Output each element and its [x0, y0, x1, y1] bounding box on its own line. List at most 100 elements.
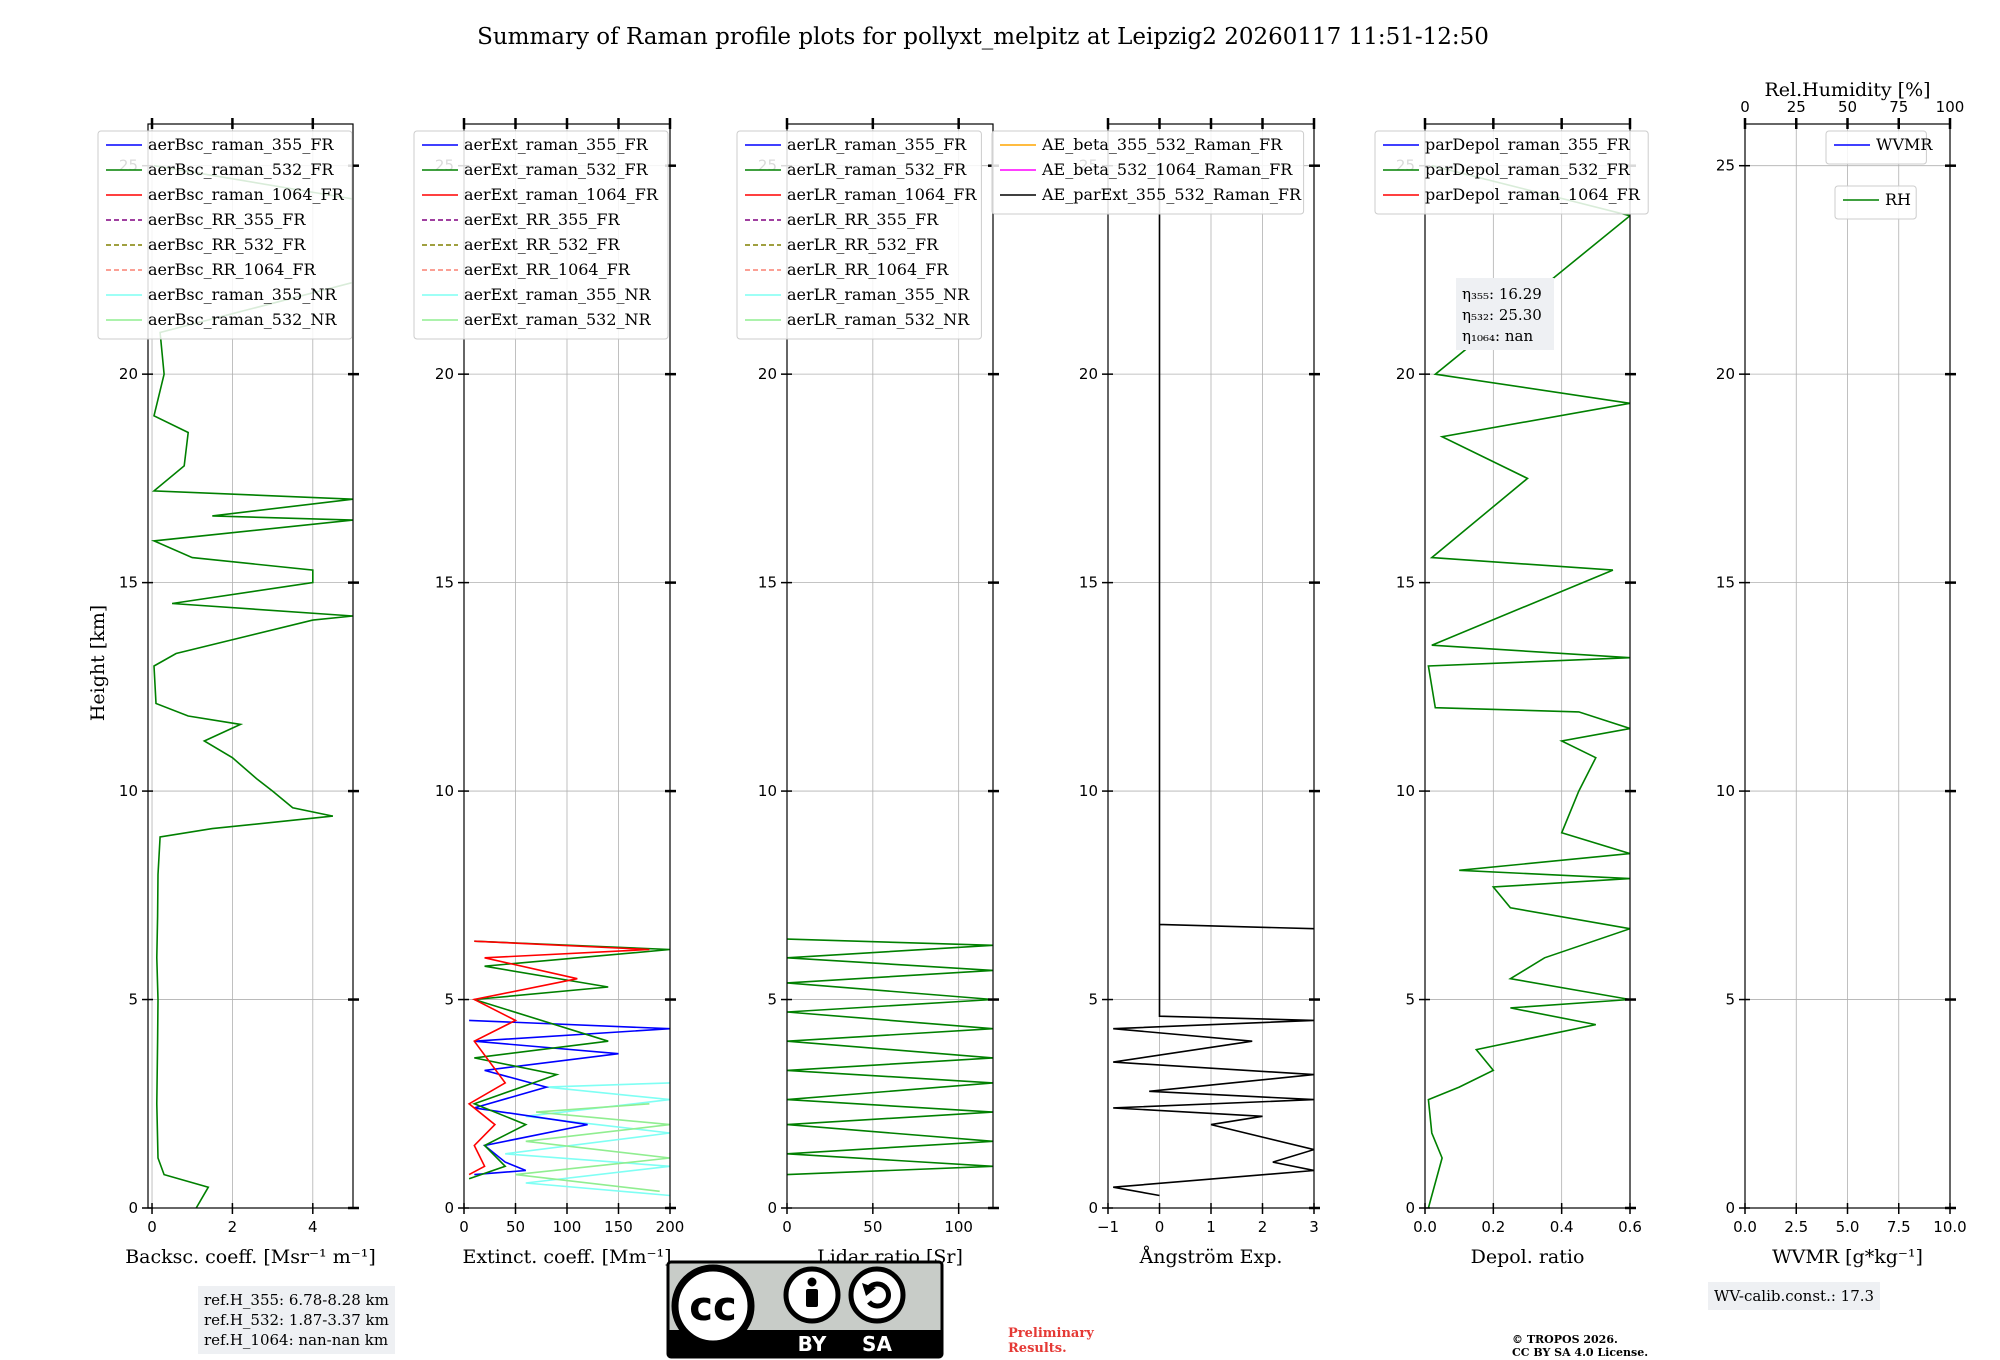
- x-tick-label: 2.5: [1784, 1218, 1808, 1236]
- y-tick-label: 5: [444, 991, 454, 1009]
- y-tick-label: 10: [758, 782, 777, 800]
- series-line-aerExt_raman_532_FR: [468, 940, 670, 1180]
- legend-rh: RH: [1834, 185, 1917, 220]
- legend-entry: AE_beta_532_1064_Raman_FR: [1041, 160, 1293, 179]
- legend-entry: aerLR_raman_532_NR: [787, 310, 970, 329]
- panel-1: 0510152025024Backsc. coeff. [Msr⁻¹ m⁻¹]a…: [97, 118, 376, 1268]
- legend: aerLR_raman_355_FR aerLR_raman_532_FR aerL…: [736, 130, 982, 340]
- y-axis-label: Height [km]: [87, 605, 109, 721]
- legend-entry: aerLR_raman_355_NR: [787, 285, 970, 304]
- legend-box: [1834, 185, 1917, 220]
- panel-2: 0510152025050100150200Extinct. coeff. [M…: [413, 118, 684, 1268]
- y-tick-label: 10: [1396, 782, 1415, 800]
- legend-entry: AE_parExt_355_532_Raman_FR: [1041, 185, 1302, 204]
- panel-6: 0 5 10 15 20 25 0.0 2.5 5.0 7.5 10.0 WVMR [g*kg⁻¹] 0…: [1716, 79, 1967, 1268]
- wv-calib-const: WV-calib.const.: 17.3: [1714, 1287, 1875, 1305]
- y-tick-label: 15: [1079, 574, 1098, 592]
- y-tick-label: 15: [758, 574, 777, 592]
- y-tick-label: 15: [119, 574, 138, 592]
- y-tick-label: 10: [1716, 782, 1735, 800]
- y-tick-label: 20: [119, 365, 138, 383]
- legend-entry: aerLR_RR_355_FR: [787, 210, 939, 229]
- legend-entry: aerBsc_raman_1064_FR: [148, 185, 345, 204]
- legend-box: [97, 130, 353, 340]
- legend-box: [1825, 130, 1927, 165]
- series-group: [787, 938, 993, 1176]
- legend-entry: RH: [1885, 190, 1911, 209]
- x2-tick-label: 50: [1838, 98, 1857, 116]
- legend-entry: aerBsc_RR_532_FR: [148, 235, 306, 254]
- legend-entry: aerExt_raman_532_FR: [464, 160, 649, 179]
- legend-entry: aerExt_RR_355_FR: [464, 210, 621, 229]
- y-tick-label: 10: [1079, 782, 1098, 800]
- legend: aerBsc_raman_355_FR aerBsc_raman_532_FRae…: [97, 130, 353, 340]
- y-tick-label: 20: [435, 365, 454, 383]
- ref-heights-box: ref.H_355: 6.78-8.28 km ref.H_532: 1.87-…: [198, 1286, 395, 1354]
- x-tick-label: 0.4: [1550, 1218, 1574, 1236]
- legend-entry: parDepol_raman_355_FR: [1425, 135, 1631, 154]
- legend-entry: aerExt_raman_532_NR: [464, 310, 652, 329]
- legend-entry: aerExt_raman_355_FR: [464, 135, 649, 154]
- series-group: [467, 940, 670, 1197]
- x-tick-label: 0.6: [1618, 1218, 1642, 1236]
- x-tick-label: 0.0: [1413, 1218, 1437, 1236]
- legend: aerExt_raman_355_FR aerExt_raman_532_FRae…: [413, 130, 669, 340]
- series-group: [150, 164, 353, 1208]
- x-axis-label: Backsc. coeff. [Msr⁻¹ m⁻¹]: [125, 1246, 376, 1268]
- legend: AE_beta_355_532_Raman_FR AE_beta_532_1064…: [991, 130, 1305, 215]
- x-axis-label: Extinct. coeff. [Mm⁻¹]: [462, 1246, 671, 1268]
- x-tick-label: 50: [506, 1218, 525, 1236]
- legend-box: [736, 130, 982, 340]
- x-tick-label: 0.0: [1733, 1218, 1757, 1236]
- y-tick-label: 5: [128, 991, 138, 1009]
- y-tick-label: 10: [119, 782, 138, 800]
- series-line-aerExt_raman_1064_FR: [467, 940, 650, 1176]
- legend-entry: aerBsc_raman_355_FR: [148, 135, 334, 154]
- y-tick-label: 25: [1716, 157, 1735, 175]
- cc-sa-label: SA: [862, 1332, 892, 1356]
- legend-entry: parDepol_raman_532_FR: [1425, 160, 1631, 179]
- legend-entry: aerBsc_raman_355_NR: [148, 285, 337, 304]
- y-tick-label: 0: [1405, 1199, 1415, 1217]
- y-tick-label: 20: [1716, 365, 1735, 383]
- legend-entry: aerLR_raman_532_FR: [787, 160, 967, 179]
- x-tick-label: 150: [604, 1218, 633, 1236]
- y-tick-label: 0: [1725, 1199, 1735, 1217]
- legend-entry: aerBsc_raman_532_NR: [148, 310, 337, 329]
- x-tick-label: 10.0: [1933, 1218, 1966, 1236]
- legend-box: [991, 130, 1305, 215]
- legend-entry: WVMR: [1876, 135, 1933, 154]
- x-tick-label: 100: [944, 1218, 973, 1236]
- preliminary-line-2: Results.: [1008, 1341, 1067, 1356]
- x-tick-label: 5.0: [1836, 1218, 1860, 1236]
- x-tick-label: 7.5: [1887, 1218, 1911, 1236]
- y-tick-label: 5: [1088, 991, 1098, 1009]
- series-group: [1427, 164, 1630, 1208]
- preliminary-line-1: Preliminary: [1008, 1326, 1094, 1341]
- x-tick-label: 50: [863, 1218, 882, 1236]
- legend-entry: parDepol_raman_1064_FR: [1425, 185, 1641, 204]
- x-tick-label: −1: [1097, 1218, 1119, 1236]
- series-line-aerBsc_raman_532_FR: [150, 164, 353, 1208]
- cc-by-label: BY: [798, 1332, 827, 1356]
- legend-entry: aerExt_raman_1064_FR: [464, 185, 659, 204]
- eta-annotation: η₃₅₅: 16.29 η₅₃₂: 25.30 η₁₀₆₄: nan: [1456, 278, 1554, 350]
- sa-share-alike-icon: [848, 1266, 906, 1324]
- legend-entry: aerExt_RR_1064_FR: [464, 260, 631, 279]
- legend-box: [413, 130, 669, 340]
- y-tick-label: 0: [767, 1199, 777, 1217]
- y-tick-label: 20: [1079, 365, 1098, 383]
- y-tick-label: 20: [758, 365, 777, 383]
- legend-entry: aerLR_raman_355_FR: [787, 135, 967, 154]
- preliminary-note: Preliminary Results.: [1008, 1326, 1094, 1356]
- x-tick-label: 0: [459, 1218, 469, 1236]
- series-line-aerLR_raman_532_FR: [787, 938, 993, 1176]
- legend-entry: aerBsc_RR_355_FR: [148, 210, 306, 229]
- legend-entry: aerExt_RR_532_FR: [464, 235, 621, 254]
- x-tick-label: 1: [1206, 1218, 1216, 1236]
- x-tick-label: 0: [782, 1218, 792, 1236]
- x-tick-label: 0.2: [1481, 1218, 1505, 1236]
- copyright-line-1: © TROPOS 2026.: [1512, 1333, 1618, 1346]
- x-tick-label: 2: [1258, 1218, 1268, 1236]
